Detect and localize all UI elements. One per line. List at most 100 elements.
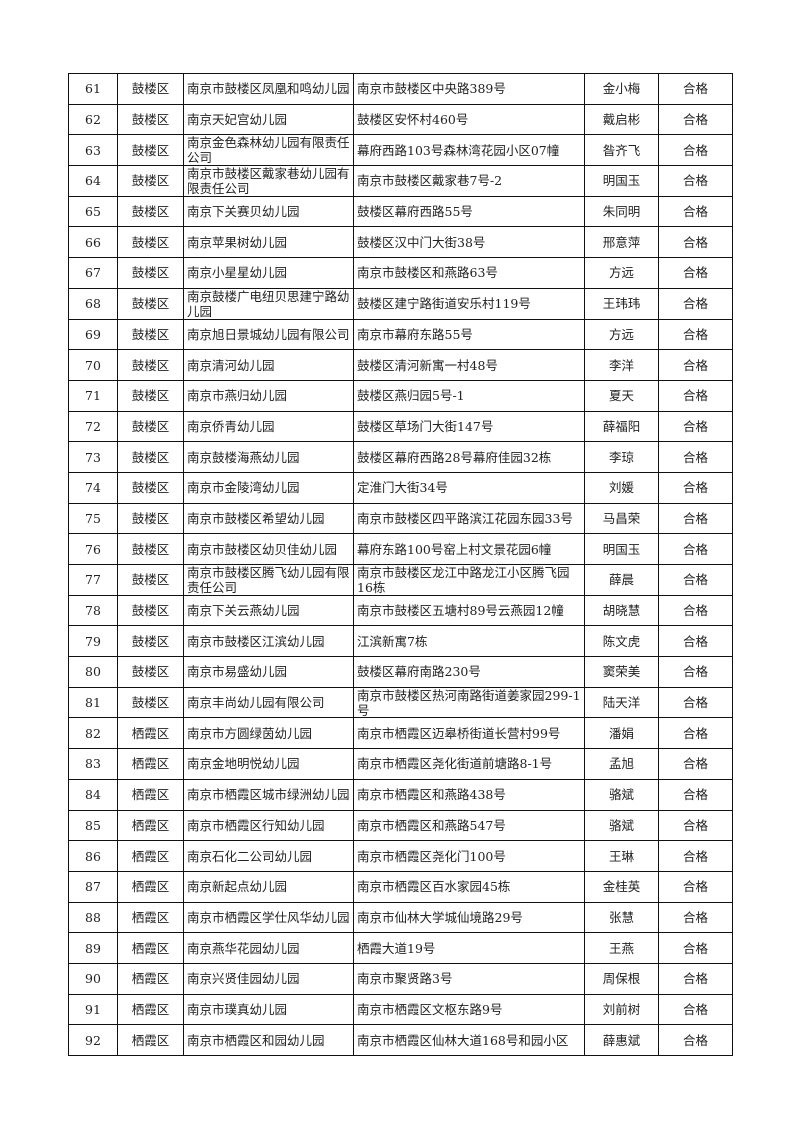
address-cell: 定淮门大街34号: [353, 471, 585, 504]
address-cell: 鼓楼区幕府南路230号: [353, 656, 585, 688]
address: 南京市鼓楼区龙江中路龙江小区腾飞园16栋: [357, 565, 570, 595]
address-cell: 南京市鼓楼区龙江中路龙江小区腾飞园16栋: [353, 564, 585, 596]
inspection-result: 合格: [682, 633, 708, 649]
row-number-cell: 88: [68, 901, 118, 934]
district: 鼓楼区: [131, 695, 170, 711]
kindergarten-name-cell: 南京市方圆绿茵幼儿园: [183, 717, 354, 750]
kindergarten-name-cell: 南京燕华花园幼儿园: [183, 932, 354, 964]
kindergarten-name-cell: 南京市鼓楼区凤凰和鸣幼儿园: [183, 73, 354, 105]
inspection-result: 合格: [682, 909, 708, 925]
contact-person-cell: 刘媛: [584, 471, 659, 504]
contact-person: 王玮玮: [602, 296, 641, 312]
contact-person-cell: 方远: [584, 318, 659, 351]
row-number-cell: 79: [68, 625, 118, 658]
address: 南京市栖霞区百水家园45栋: [357, 879, 511, 895]
district: 鼓楼区: [131, 480, 170, 496]
kindergarten-name: 南京金地明悦幼儿园: [187, 756, 300, 772]
district: 鼓楼区: [131, 541, 170, 557]
kindergarten-name-cell: 南京市鼓楼区戴家巷幼儿园有限责任公司: [183, 165, 354, 197]
kindergarten-name-cell: 南京下关赛贝幼儿园: [183, 195, 354, 228]
district-cell: 鼓楼区: [117, 226, 184, 259]
table-row: 61 鼓楼区 南京市鼓楼区凤凰和鸣幼儿园 南京市鼓楼区中央路389号 金小梅 合格: [68, 73, 733, 105]
kindergarten-name-cell: 南京市金陵湾幼儿园: [183, 471, 354, 504]
address: 鼓楼区幕府西路55号: [357, 204, 473, 220]
contact-person-cell: 潘娟: [584, 717, 659, 750]
contact-person-cell: 金小梅: [584, 73, 659, 105]
district: 鼓楼区: [131, 112, 170, 128]
contact-person: 金桂英: [602, 879, 641, 895]
contact-person-cell: 方远: [584, 257, 659, 289]
contact-person-cell: 李洋: [584, 349, 659, 381]
table-row: 84 栖霞区 南京市栖霞区城市绿洲幼儿园 南京市栖霞区和燕路438号 骆斌 合格: [68, 778, 733, 811]
contact-person: 王琳: [608, 848, 634, 864]
kindergarten-name: 南京天妃宫幼儿园: [187, 112, 288, 128]
address: 鼓楼区草场门大街147号: [357, 418, 494, 434]
row-number-cell: 64: [68, 165, 118, 197]
address-cell: 幕府东路100号窑上村文景花园6幢: [353, 533, 585, 565]
kindergarten-name-cell: 南京丰尚幼儿园有限公司: [183, 686, 354, 719]
kindergarten-name: 南京苹果树幼儿园: [187, 234, 288, 250]
contact-person: 明国玉: [602, 173, 641, 189]
contact-person: 朱同明: [602, 204, 641, 220]
row-number: 63: [85, 142, 101, 158]
contact-person-cell: 刘前树: [584, 993, 659, 1026]
inspection-result: 合格: [682, 848, 708, 864]
kindergarten-name: 南京金色森林幼儿园有限责任公司: [187, 135, 350, 166]
row-number: 85: [85, 817, 101, 833]
row-number-cell: 66: [68, 226, 118, 259]
contact-person: 邢意萍: [602, 234, 641, 250]
inspection-result-cell: 合格: [658, 809, 733, 842]
row-number-cell: 89: [68, 932, 118, 964]
address: 鼓楼区清河新寓一村48号: [357, 357, 498, 373]
address: 定淮门大街34号: [357, 480, 448, 496]
inspection-result-cell: 合格: [658, 993, 733, 1026]
table-row: 65 鼓楼区 南京下关赛贝幼儿园 鼓楼区幕府西路55号 朱同明 合格: [68, 195, 733, 228]
inspection-result-cell: 合格: [658, 717, 733, 750]
inspection-result: 合格: [682, 971, 708, 987]
district-cell: 鼓楼区: [117, 103, 184, 136]
table-row: 75 鼓楼区 南京市鼓楼区希望幼儿园 南京市鼓楼区四平路滨江花园东园33号 马昌荣 合格: [68, 502, 733, 535]
table-row: 76 鼓楼区 南京市鼓楼区幼贝佳幼儿园 幕府东路100号窑上村文景花园6幢 明国玉 合格: [68, 533, 733, 565]
inspection-result-cell: 合格: [658, 441, 733, 473]
contact-person-cell: 邢意萍: [584, 226, 659, 259]
row-number: 68: [85, 296, 101, 312]
inspection-result: 合格: [682, 418, 708, 434]
contact-person: 薛福阳: [602, 418, 641, 434]
table-row: 80 鼓楼区 南京市易盛幼儿园 鼓楼区幕府南路230号 窦荣美 合格: [68, 656, 733, 688]
row-number: 74: [85, 480, 101, 496]
row-number: 79: [85, 633, 101, 649]
table-row: 79 鼓楼区 南京市鼓楼区江滨幼儿园 江滨新寓7栋 陈文虎 合格: [68, 625, 733, 658]
address-cell: 南京市鼓楼区热河南路街道姜家园299-1号: [353, 686, 585, 719]
address: 南京市栖霞区文枢东路9号: [357, 1001, 503, 1017]
district: 鼓楼区: [131, 388, 170, 404]
row-number-cell: 80: [68, 656, 118, 688]
kindergarten-name: 南京市燕归幼儿园: [187, 388, 288, 404]
table-row: 86 栖霞区 南京石化二公司幼儿园 南京市栖霞区尧化门100号 王琳 合格: [68, 840, 733, 872]
kindergarten-name: 南京鼓楼海燕幼儿园: [187, 449, 300, 465]
address-cell: 鼓楼区安怀村460号: [353, 103, 585, 136]
row-number: 83: [85, 756, 101, 772]
inspection-result-cell: 合格: [658, 103, 733, 136]
address: 南京市鼓楼区中央路389号: [357, 81, 506, 97]
kindergarten-name-cell: 南京市燕归幼儿园: [183, 379, 354, 412]
kindergarten-name-cell: 南京市璞真幼儿园: [183, 993, 354, 1026]
contact-person: 陆天洋: [602, 695, 641, 711]
district: 鼓楼区: [131, 357, 170, 373]
row-number: 75: [85, 510, 101, 526]
inspection-result: 合格: [682, 1001, 708, 1017]
inspection-result: 合格: [682, 572, 708, 588]
contact-person-cell: 昝齐飞: [584, 134, 659, 167]
contact-person: 周保根: [602, 971, 641, 987]
kindergarten-name-cell: 南京市易盛幼儿园: [183, 656, 354, 688]
address: 南京市鼓楼区五塘村89号云燕园12幢: [357, 603, 564, 619]
address: 南京市聚贤路3号: [357, 971, 453, 987]
row-number: 84: [85, 787, 101, 803]
address-cell: 南京市栖霞区和燕路438号: [353, 778, 585, 811]
inspection-result-cell: 合格: [658, 901, 733, 934]
inspection-result: 合格: [682, 603, 708, 619]
contact-person-cell: 马昌荣: [584, 502, 659, 535]
kindergarten-name: 南京市栖霞区行知幼儿园: [187, 817, 325, 833]
inspection-result: 合格: [682, 204, 708, 220]
row-number-cell: 65: [68, 195, 118, 228]
address: 鼓楼区幕府南路230号: [357, 664, 481, 680]
